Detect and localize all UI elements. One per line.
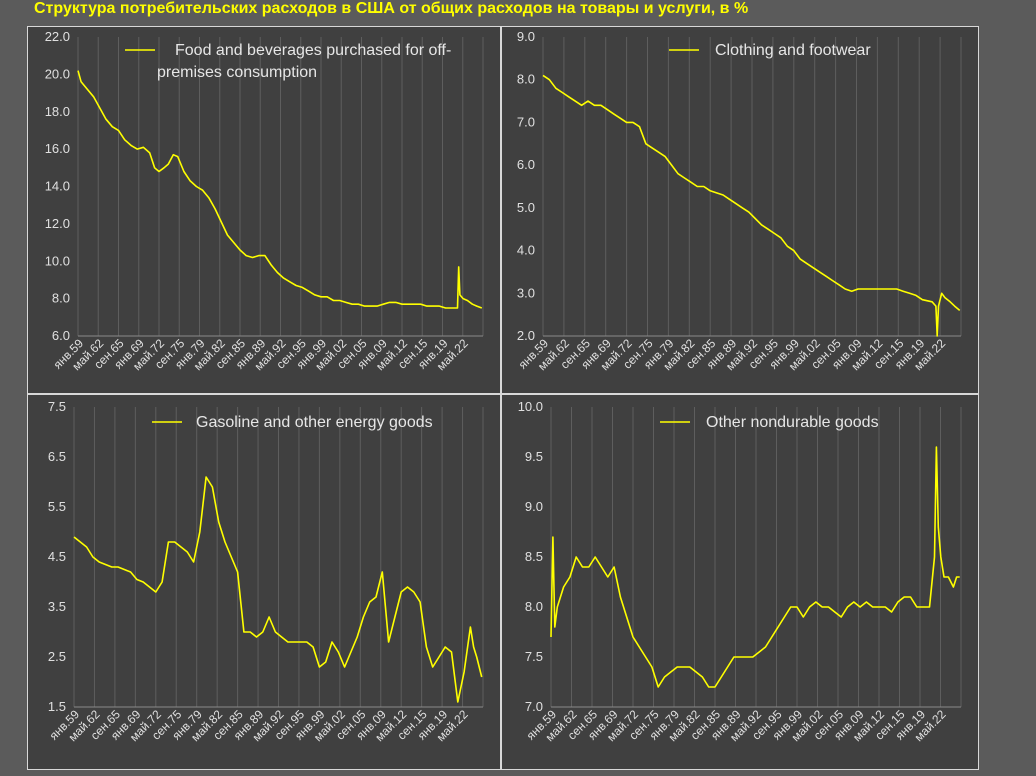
y-tick-label: 14.0 [45, 179, 70, 194]
y-tick-label: 16.0 [45, 141, 70, 156]
chart-gasoline: 1.52.53.54.55.56.57.5янв.59май.62сен.65я… [47, 399, 484, 744]
series-line [77, 70, 483, 309]
chart-food: 6.08.010.012.014.016.018.020.022.0янв.59… [45, 29, 484, 373]
chart-clothing: 2.03.04.05.06.07.08.09.0янв.59май.62сен.… [516, 29, 962, 373]
series-line [542, 74, 961, 337]
y-tick-label: 20.0 [45, 66, 70, 81]
y-tick-label: 7.0 [517, 114, 535, 129]
y-tick-label: 5.5 [48, 499, 66, 514]
y-tick-label: 2.0 [517, 328, 535, 343]
y-tick-label: 8.0 [525, 599, 543, 614]
y-tick-label: 22.0 [45, 29, 70, 44]
y-tick-label: 8.0 [52, 291, 70, 306]
y-tick-label: 7.0 [525, 699, 543, 714]
y-tick-label: 8.0 [517, 72, 535, 87]
y-tick-label: 18.0 [45, 104, 70, 119]
legend-label: Clothing and footwear [715, 42, 871, 59]
chart-panel-other-nondurable: 7.0 7.5 8.0 8.5 9.0 9.5 10.0 янв.59 май.62 сен.65… [501, 394, 979, 770]
y-tick-label: 12.0 [45, 216, 70, 231]
y-tick-label: 10.0 [45, 253, 70, 268]
y-tick-label: 4.0 [517, 243, 535, 258]
legend-label: Food and beverages purchased for off- [175, 42, 451, 59]
y-tick-label: 5.0 [517, 200, 535, 215]
legend-label: Other nondurable goods [706, 414, 879, 431]
page-title: Структура потребительских расходов в США… [34, 0, 749, 17]
chart-other-nondurable: 7.07.58.08.59.09.510.0янв.59май.62сен.65… [518, 399, 962, 744]
y-tick-label: 3.5 [48, 599, 66, 614]
y-tick-label: 7.5 [48, 399, 66, 414]
legend-label: Gasoline and other energy goods [196, 414, 433, 431]
y-tick-label: 8.5 [525, 549, 543, 564]
y-tick-label: 9.5 [525, 449, 543, 464]
series-line [73, 476, 483, 703]
y-tick-label: 9.0 [525, 499, 543, 514]
y-tick-label: 3.0 [517, 285, 535, 300]
y-tick-label: 1.5 [48, 699, 66, 714]
chart-panel-gasoline: 1.5 2.5 3.5 4.5 5.5 6.5 7.5 янв.59 май.62 сен.65 я… [27, 394, 501, 770]
y-tick-label: 4.5 [48, 549, 66, 564]
y-tick-label: 2.5 [48, 649, 66, 664]
chart-panel-food: 6.0 8.0 10.0 12.0 14.0 16.0 18.0 20.0 22.0 янв.59… [27, 26, 501, 394]
legend-label: premises consumption [157, 64, 317, 81]
y-tick-label: 7.5 [525, 649, 543, 664]
y-tick-label: 10.0 [518, 399, 543, 414]
chart-panel-clothing: 2.0 3.0 4.0 5.0 6.0 7.0 8.0 9.0 янв.59 май.62 сен.… [501, 26, 979, 394]
y-tick-label: 9.0 [517, 29, 535, 44]
y-tick-label: 6.0 [517, 157, 535, 172]
y-tick-label: 6.5 [48, 449, 66, 464]
series-line [550, 446, 960, 688]
y-tick-label: 6.0 [52, 328, 70, 343]
